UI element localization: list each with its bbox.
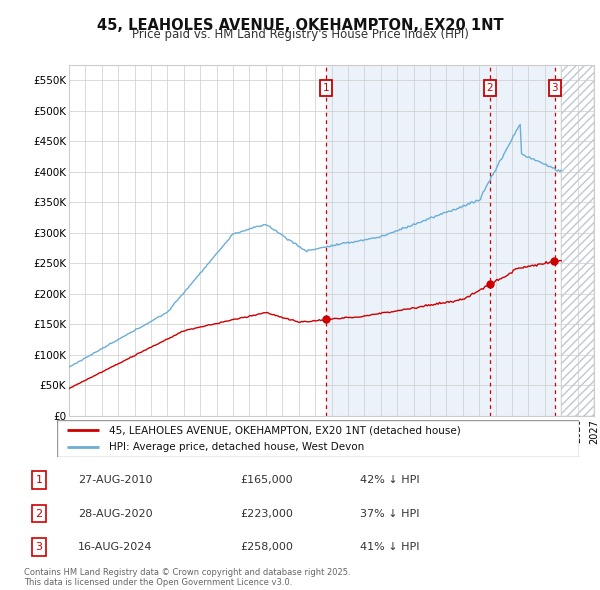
Text: 16-AUG-2024: 16-AUG-2024 (78, 542, 152, 552)
Text: £165,000: £165,000 (240, 475, 293, 485)
FancyBboxPatch shape (57, 420, 579, 457)
Text: 1: 1 (322, 83, 329, 93)
Text: £258,000: £258,000 (240, 542, 293, 552)
Text: Contains HM Land Registry data © Crown copyright and database right 2025.
This d: Contains HM Land Registry data © Crown c… (24, 568, 350, 587)
Text: HPI: Average price, detached house, West Devon: HPI: Average price, detached house, West… (109, 442, 364, 452)
Text: 2: 2 (35, 509, 43, 519)
Text: 3: 3 (35, 542, 43, 552)
Bar (326, 65, 555, 416)
Text: £223,000: £223,000 (240, 509, 293, 519)
Text: 2: 2 (487, 83, 493, 93)
Text: 42% ↓ HPI: 42% ↓ HPI (360, 475, 419, 485)
Text: 27-AUG-2010: 27-AUG-2010 (78, 475, 152, 485)
Bar (561, 65, 594, 416)
Text: 1: 1 (35, 475, 43, 485)
Text: 3: 3 (551, 83, 558, 93)
Text: Price paid vs. HM Land Registry's House Price Index (HPI): Price paid vs. HM Land Registry's House … (131, 28, 469, 41)
Text: 28-AUG-2020: 28-AUG-2020 (78, 509, 152, 519)
Text: 37% ↓ HPI: 37% ↓ HPI (360, 509, 419, 519)
Text: 41% ↓ HPI: 41% ↓ HPI (360, 542, 419, 552)
Text: 45, LEAHOLES AVENUE, OKEHAMPTON, EX20 1NT (detached house): 45, LEAHOLES AVENUE, OKEHAMPTON, EX20 1N… (109, 425, 461, 435)
Text: 45, LEAHOLES AVENUE, OKEHAMPTON, EX20 1NT: 45, LEAHOLES AVENUE, OKEHAMPTON, EX20 1N… (97, 18, 503, 32)
